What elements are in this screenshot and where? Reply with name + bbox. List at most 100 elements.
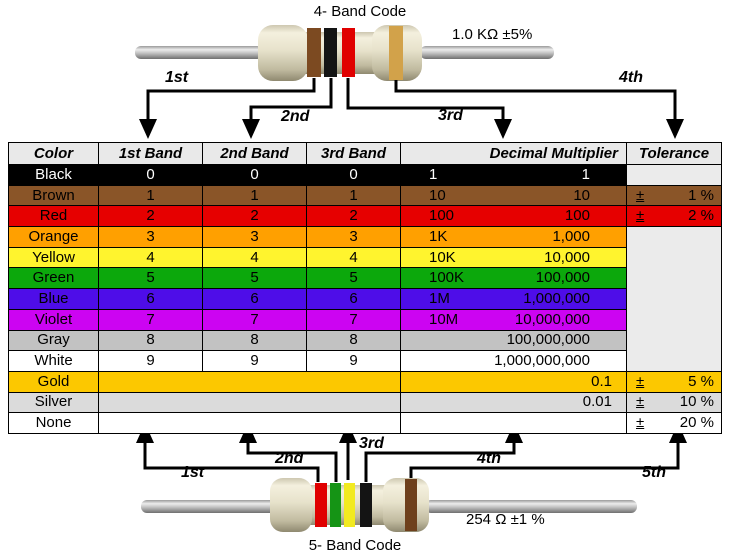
color-name-cell: Blue	[8, 288, 99, 310]
color-name-cell: Gray	[8, 329, 99, 352]
color-code-table: Color 1st Band 2nd Band 3rd Band Decimal…	[8, 142, 722, 434]
band-1-digit-cell: 2	[98, 205, 203, 228]
band-4th	[389, 26, 403, 80]
band-2-digit-cell: 4	[202, 246, 307, 269]
band-3rd	[342, 28, 355, 77]
band-1-digit-cell: 7	[98, 308, 203, 331]
decimal-multiplier-cell: 1K 1,000	[400, 226, 627, 248]
multiplier-abbreviation: 100	[429, 207, 455, 225]
band-1st	[307, 28, 321, 77]
decimal-multiplier-cell: 100K 100,000	[400, 267, 627, 290]
decimal-multiplier-cell: 1M 1,000,000	[400, 288, 627, 310]
tolerance-value: 10 %	[679, 393, 714, 411]
decimal-multiplier-cell: 10K 10,000	[400, 246, 627, 269]
decimal-multiplier-cell: 0.1	[400, 370, 627, 393]
multiplier-value: 10,000	[544, 248, 590, 266]
bands-merged-cell	[98, 391, 401, 414]
band-3-digit-cell: 7	[306, 308, 401, 331]
band-2-digit-cell: 8	[202, 329, 307, 352]
arrowhead-down	[242, 119, 260, 139]
bottom-arrows	[143, 441, 680, 482]
header-tolerance: Tolerance	[626, 142, 722, 165]
row-silver: Silver 0.01 ±10 %	[8, 391, 722, 414]
tolerance-cell: ±1 %	[626, 184, 722, 207]
band-3-digit-cell: 3	[306, 226, 401, 248]
arrow-line-2nd	[246, 441, 338, 482]
tolerance-empty-cell	[626, 164, 722, 186]
band-5th	[405, 479, 417, 531]
band-3-digit-cell: 5	[306, 267, 401, 290]
arrow-line-4th	[364, 441, 516, 482]
top-arrow-label-2nd: 2nd	[281, 108, 310, 125]
tolerance-cell: ±20 %	[626, 412, 722, 434]
header-row: Color 1st Band 2nd Band 3rd Band Decimal…	[8, 142, 722, 165]
top-diagram-title: 4- Band Code	[313, 3, 407, 20]
band-2-digit-cell: 3	[202, 226, 307, 248]
top-arrowheads	[139, 119, 684, 139]
multiplier-value: 10	[573, 186, 590, 204]
band-2nd	[330, 483, 341, 527]
color-name-cell: None	[8, 412, 99, 434]
top-arrows	[146, 78, 677, 121]
multiplier-abbreviation: 1M	[429, 289, 450, 307]
tolerance-cell: ±5 %	[626, 370, 722, 393]
row-gold: Gold 0.1 ±5 %	[8, 370, 722, 393]
band-3rd	[344, 483, 355, 527]
decimal-multiplier-cell: 10 10	[400, 184, 627, 207]
multiplier-value: 1,000,000	[523, 289, 590, 307]
decimal-multiplier-cell: 1,000,000,000	[400, 350, 627, 372]
band-1-digit-cell: 0	[98, 164, 203, 186]
band-1-digit-cell: 6	[98, 288, 203, 310]
header-1st-band: 1st Band	[98, 142, 203, 165]
color-name-cell: Gold	[8, 370, 99, 393]
lead-wire	[141, 500, 277, 513]
arrow-line-4th	[394, 80, 677, 121]
bottom-arrow-label-3rd: 3rd	[359, 435, 384, 452]
plus-minus-sign: ±	[636, 186, 645, 204]
multiplier-abbreviation: 10	[429, 186, 446, 204]
decimal-multiplier-cell	[400, 412, 627, 434]
band-3-digit-cell: 4	[306, 246, 401, 269]
multiplier-value: 1,000	[552, 227, 590, 245]
band-2nd	[324, 28, 337, 77]
bands-merged-cell	[98, 370, 401, 393]
lead-wire	[135, 46, 263, 59]
tolerance-cell: ±10 %	[626, 391, 722, 414]
band-3-digit-cell: 8	[306, 329, 401, 352]
arrowhead-down	[139, 119, 157, 139]
band-1-digit-cell: 1	[98, 184, 203, 207]
row-red: Red 2 2 2 100 100 ±2 %	[8, 205, 722, 228]
row-black: Black 0 0 0 1 1	[8, 164, 722, 186]
multiplier-value: 1	[581, 165, 590, 183]
decimal-multiplier-cell: 0.01	[400, 391, 627, 414]
arrowhead-down	[494, 119, 512, 139]
band-2-digit-cell: 7	[202, 308, 307, 331]
band-2-digit-cell: 0	[202, 164, 307, 186]
color-name-cell: Yellow	[8, 246, 99, 269]
arrowhead-down	[666, 119, 684, 139]
arrow-line-5th	[409, 441, 680, 478]
band-1-digit-cell: 5	[98, 267, 203, 290]
bottom-arrow-label-1st: 1st	[181, 464, 205, 481]
multiplier-abbreviation: 100K	[429, 269, 465, 287]
plus-minus-sign: ±	[636, 414, 645, 432]
header-3rd-band: 3rd Band	[306, 142, 401, 165]
multiplier-abbreviation: 1	[429, 165, 438, 183]
band-1-digit-cell: 3	[98, 226, 203, 248]
color-name-cell: Brown	[8, 184, 99, 207]
header-color: Color	[8, 142, 99, 165]
row-gray: Gray 8 8 8 100,000,000	[8, 329, 722, 352]
four-band-resistor-graphic	[135, 25, 554, 81]
row-yellow: Yellow 4 4 4 10K 10,000	[8, 246, 722, 269]
multiplier-value: 10,000,000	[514, 310, 590, 328]
color-name-cell: Orange	[8, 226, 99, 248]
five-band-resistor-graphic	[141, 478, 637, 532]
header-2nd-band: 2nd Band	[202, 142, 307, 165]
multiplier-value: 0.01	[582, 393, 612, 411]
row-orange: Orange 3 3 3 1K 1,000	[8, 226, 722, 372]
band-3-digit-cell: 1	[306, 184, 401, 207]
tolerance-merged-cell	[626, 226, 722, 372]
band-2-digit-cell: 1	[202, 184, 307, 207]
